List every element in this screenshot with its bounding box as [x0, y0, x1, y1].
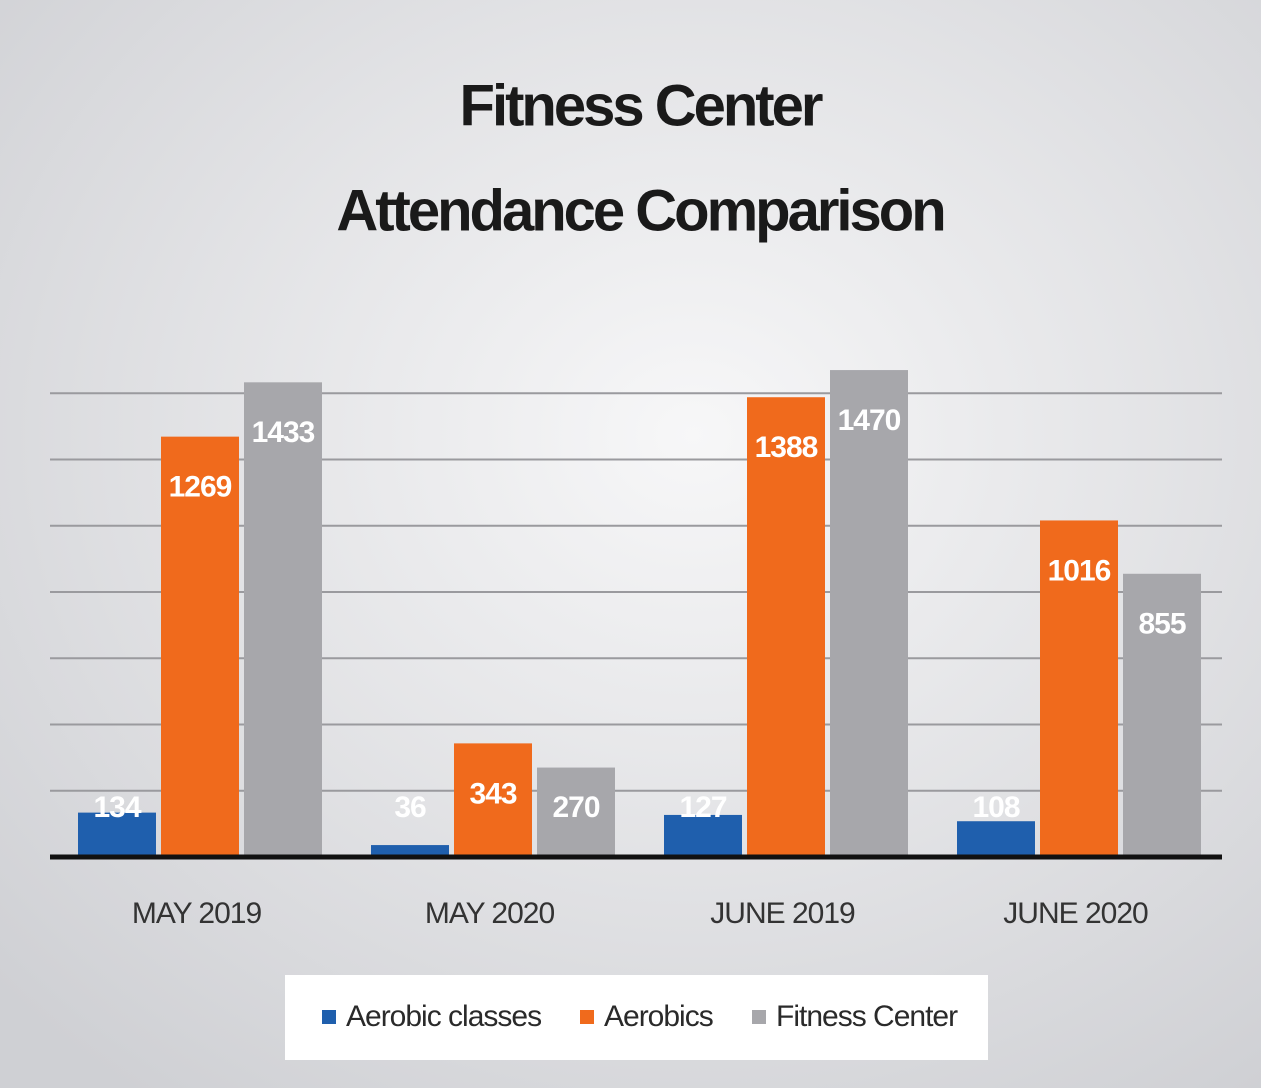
- legend-swatch: [580, 1010, 594, 1024]
- data-label: 1016: [1048, 554, 1111, 587]
- data-label: 1470: [838, 404, 901, 437]
- x-tick-label: MAY 2019: [132, 897, 262, 930]
- legend-label: Fitness Center: [776, 1000, 958, 1033]
- chart-title: Fitness Center: [460, 73, 823, 138]
- bar: [454, 743, 532, 857]
- bar: [244, 382, 322, 857]
- data-label: 127: [679, 791, 726, 824]
- data-label: 855: [1138, 608, 1185, 641]
- legend-swatch: [752, 1010, 766, 1024]
- bar: [371, 845, 449, 857]
- data-label: 36: [394, 791, 426, 824]
- data-label: 134: [93, 791, 141, 824]
- bar: [1040, 520, 1118, 857]
- bar: [664, 814, 742, 857]
- x-tick-label: JUNE 2020: [1003, 897, 1148, 930]
- bar: [537, 767, 615, 857]
- legend-label: Aerobics: [604, 1000, 713, 1033]
- bar: [830, 370, 908, 857]
- data-label: 270: [552, 791, 599, 824]
- bar: [747, 397, 825, 857]
- bar: [1123, 573, 1201, 857]
- legend-swatch: [322, 1010, 336, 1024]
- legend-label: Aerobic classes: [346, 1000, 541, 1033]
- legend-box: [285, 975, 988, 1060]
- bar: [161, 436, 239, 857]
- bar: [957, 821, 1035, 857]
- chart-title: Attendance Comparison: [336, 178, 943, 243]
- data-label: 1269: [169, 471, 232, 504]
- x-tick-label: MAY 2020: [425, 897, 555, 930]
- data-label: 1388: [755, 431, 818, 464]
- data-label: 1433: [252, 416, 315, 449]
- x-tick-label: JUNE 2019: [710, 897, 855, 930]
- data-label: 108: [972, 791, 1019, 824]
- data-label: 343: [469, 777, 516, 810]
- bar: [78, 812, 156, 857]
